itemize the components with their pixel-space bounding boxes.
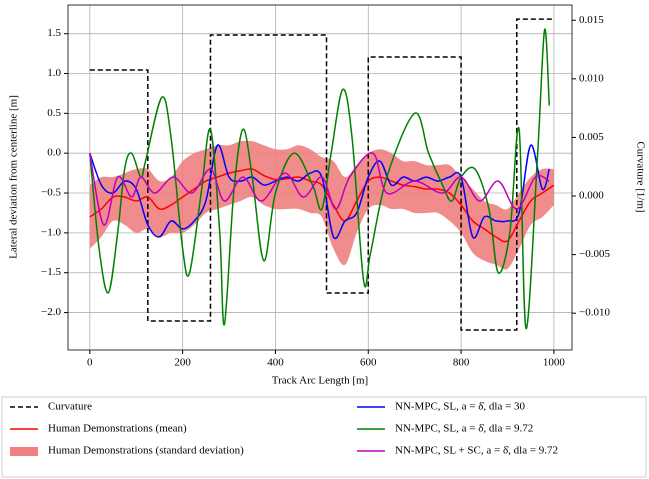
x-tick-label: 1000 xyxy=(543,357,566,369)
y-tick-label: −0.5 xyxy=(41,187,61,199)
series-line xyxy=(89,18,554,331)
legend-label: Human Demonstrations (mean) xyxy=(48,423,187,435)
y-tick-label: −1.5 xyxy=(41,266,61,278)
x-tick-label: 0 xyxy=(87,357,93,369)
std-band xyxy=(89,140,554,270)
legend-label: NN-MPC, SL + SC, a = δ̇, dla = 9.72 xyxy=(395,445,558,457)
y-tick-label: 1.0 xyxy=(47,67,61,79)
y-tick-label: 1.5 xyxy=(47,27,61,39)
x-tick-label: 200 xyxy=(174,357,191,369)
y-tick-label: −1.0 xyxy=(41,226,61,238)
legend-label: NN-MPC, SL, a = δ̇, dla = 30 xyxy=(395,401,526,413)
series-line xyxy=(89,152,550,226)
x-tick-label: 600 xyxy=(360,357,377,369)
x-tick-label: 800 xyxy=(453,357,470,369)
y2-tick-label: 0.005 xyxy=(579,131,604,143)
y-tick-label: 0.0 xyxy=(47,147,61,159)
y2-tick-label: −0.010 xyxy=(579,307,610,319)
y2-axis-label: Curvature [1/m] xyxy=(634,141,646,212)
y2-tick-label: 0.015 xyxy=(579,14,604,26)
y-tick-label: 0.5 xyxy=(47,107,61,119)
y-tick-label: −2.0 xyxy=(41,306,61,318)
x-tick-label: 400 xyxy=(267,357,284,369)
legend-label: Human Demonstrations (standard deviation… xyxy=(48,445,244,457)
y2-tick-label: 0.000 xyxy=(579,190,604,202)
legend-box xyxy=(1,396,647,478)
series-line xyxy=(89,28,551,330)
y-axis-label: Lateral deviation from centerline [m] xyxy=(8,95,20,259)
x-axis-label: Track Arc Length [m] xyxy=(272,375,368,387)
legend-label: NN-MPC, SL, a = δ̇, dla = 9.72 xyxy=(395,423,533,435)
series-line xyxy=(89,168,555,243)
legend-swatch xyxy=(10,447,38,456)
y2-tick-label: 0.010 xyxy=(579,72,604,84)
plot-frame xyxy=(67,4,573,351)
y2-tick-label: −0.005 xyxy=(579,248,610,260)
legend-label: Curvature xyxy=(48,401,92,413)
